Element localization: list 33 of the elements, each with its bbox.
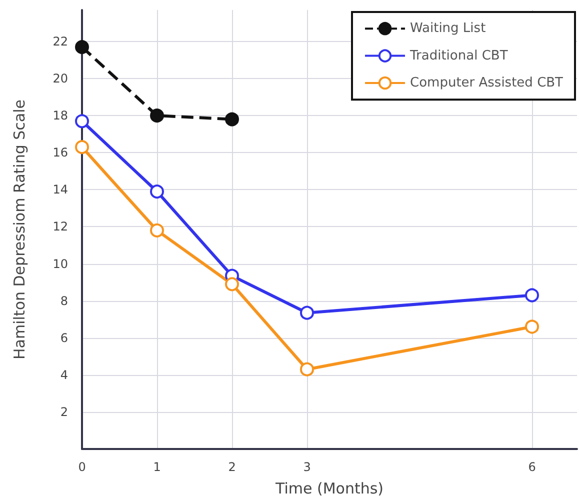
- y-tick-label: 20: [52, 72, 68, 86]
- y-tick-label: 14: [52, 182, 68, 197]
- y-tick-label: 8: [60, 294, 68, 308]
- x-tick-label: 2: [228, 460, 236, 474]
- point: [150, 184, 164, 199]
- point: [75, 40, 89, 54]
- point: [150, 108, 164, 123]
- point: [225, 277, 239, 292]
- y-tick-label: 4: [60, 368, 68, 382]
- y-tick-label: 2: [60, 404, 68, 419]
- point: [225, 112, 239, 126]
- y-tick-label: 22: [52, 34, 68, 48]
- point: [75, 114, 89, 128]
- point: [150, 223, 164, 238]
- legend-label: Traditional CBT: [409, 48, 508, 64]
- x-tick-label: 6: [528, 460, 536, 474]
- y-axis-title: Hamilton Depressiom Rating Scale: [10, 100, 28, 360]
- point: [300, 306, 314, 320]
- legend-label: Waiting List: [410, 21, 486, 36]
- point: [75, 140, 89, 154]
- y-tick-label: 10: [52, 256, 68, 271]
- point: [525, 320, 539, 334]
- x-tick-label: 3: [303, 460, 311, 474]
- y-tick-label: 18: [52, 108, 68, 123]
- y-tick-label: 6: [60, 330, 68, 345]
- x-axis-title: Time (Months): [274, 480, 384, 498]
- y-tick-label: 12: [52, 220, 68, 234]
- y-tick-label: 16: [52, 146, 68, 160]
- x-tick-label: 1: [153, 460, 161, 474]
- legend-label: Computer Assisted CBT: [410, 76, 564, 90]
- x-tick-label: 0: [78, 460, 86, 474]
- point: [525, 288, 539, 302]
- point: [300, 362, 314, 376]
